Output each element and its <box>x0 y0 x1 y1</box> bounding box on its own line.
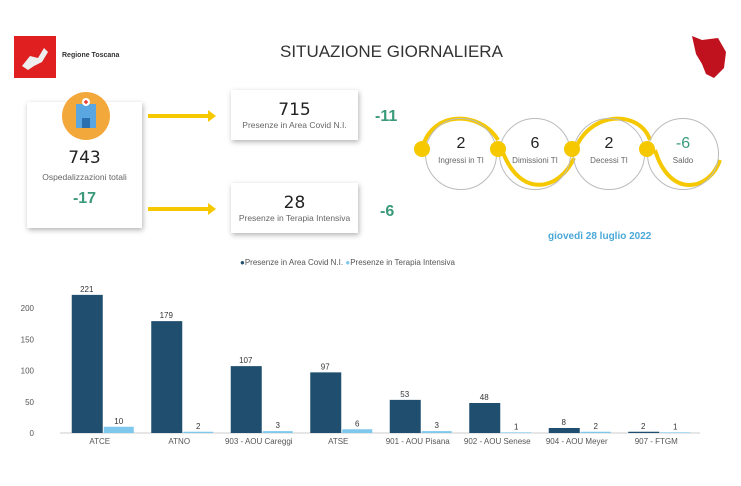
flow-dot <box>639 141 655 157</box>
ti-card: 28 Presenze in Terapia Intensiva <box>231 183 358 233</box>
bar-value-label: 2 <box>641 422 646 431</box>
bar <box>548 428 580 433</box>
y-tick-label: 200 <box>21 304 35 313</box>
flow-dot <box>414 141 430 157</box>
x-tick-label: 907 - FTGM <box>635 437 678 446</box>
bar-value-label: 1 <box>673 422 678 431</box>
bar <box>580 431 611 433</box>
bar <box>342 429 373 433</box>
bar <box>230 366 262 433</box>
flow-dot <box>564 141 580 157</box>
bar <box>262 431 293 433</box>
bar-value-label: 6 <box>355 419 360 428</box>
y-tick-label: 150 <box>21 335 35 344</box>
bar-value-label: 1 <box>514 422 519 431</box>
flow-value: 6 <box>530 135 540 152</box>
bar-value-label: 8 <box>562 418 567 427</box>
total-label: Ospedalizzazioni totali <box>42 172 127 182</box>
bar-value-label: 3 <box>435 421 440 430</box>
area-covid-delta: -11 <box>375 108 398 125</box>
ti-delta: -6 <box>380 203 395 220</box>
flow-label: Ingressi in TI <box>438 156 484 165</box>
legend-area-covid: Presenze in Area Covid N.I. <box>244 258 344 267</box>
logo-text: Regione Toscana <box>62 52 120 59</box>
bar <box>660 432 691 433</box>
area-covid-label: Presenze in Area Covid N.I. <box>242 120 347 130</box>
tuscany-map-icon <box>692 36 726 78</box>
x-tick-label: 903 - AOU Careggi <box>225 437 293 446</box>
flow-value: 2 <box>456 135 466 152</box>
report-date: giovedì 28 luglio 2022 <box>548 231 652 242</box>
y-tick-label: 100 <box>21 367 35 376</box>
bar-value-label: 10 <box>114 417 123 426</box>
flow-saldo: -6 Saldo <box>647 118 719 190</box>
flow-value: -6 <box>675 135 691 152</box>
flow-label: Dimissioni TI <box>512 156 558 165</box>
hospital-icon <box>62 92 110 140</box>
y-tick-label: 0 <box>30 429 35 438</box>
arrow-to-ti <box>148 203 216 215</box>
bar-value-label: 179 <box>160 311 174 320</box>
x-tick-label: ATCE <box>89 437 110 446</box>
bar <box>183 431 214 433</box>
bar <box>71 294 103 433</box>
page-title: SITUAZIONE GIORNALIERA <box>280 42 503 61</box>
bar-value-label: 107 <box>239 356 253 365</box>
x-tick-label: ATNO <box>168 437 190 446</box>
chart-legend: ●Presenze in Area Covid N.I. ●Presenze i… <box>240 258 456 267</box>
bar <box>421 431 452 433</box>
bar <box>103 426 134 433</box>
bar-value-label: 2 <box>196 422 201 431</box>
flow-label: Decessi TI <box>590 156 628 165</box>
area-covid-value: 715 <box>278 100 311 120</box>
pegasus-icon <box>22 48 48 70</box>
x-tick-label: 904 - AOU Meyer <box>546 437 608 446</box>
bar-value-label: 48 <box>480 393 489 402</box>
flow-dot <box>490 141 506 157</box>
bar-value-label: 53 <box>400 390 409 399</box>
bar <box>501 432 532 433</box>
x-tick-label: 901 - AOU Pisana <box>386 437 451 446</box>
bar <box>389 399 421 433</box>
area-covid-card: 715 Presenze in Area Covid N.I. <box>231 90 358 140</box>
flow-label: Saldo <box>672 156 694 165</box>
y-tick-label: 50 <box>25 398 34 407</box>
ti-label: Presenze in Terapia Intensiva <box>238 213 351 223</box>
arrow-to-area-covid <box>148 110 216 122</box>
flow-decessi: 2 Decessi TI <box>573 118 645 190</box>
region-logo <box>14 36 56 78</box>
flow-dimissioni: 6 Dimissioni TI <box>499 118 571 190</box>
bar <box>310 372 342 433</box>
ti-value: 28 <box>283 193 306 213</box>
legend-ti: Presenze in Terapia Intensiva <box>350 258 456 267</box>
bar <box>151 321 183 433</box>
bar-value-label: 3 <box>276 421 281 430</box>
flow-value: 2 <box>604 135 614 152</box>
bar-value-label: 221 <box>80 285 94 294</box>
total-value: 743 <box>68 148 101 168</box>
total-delta: -17 <box>72 190 97 207</box>
x-tick-label: ATSE <box>328 437 348 446</box>
bar-value-label: 97 <box>321 362 330 371</box>
flow-ingressi: 2 Ingressi in TI <box>425 118 497 190</box>
bar <box>469 403 501 433</box>
x-tick-label: 902 - AOU Senese <box>464 437 531 446</box>
bar <box>628 431 660 433</box>
bar-value-label: 2 <box>594 422 599 431</box>
